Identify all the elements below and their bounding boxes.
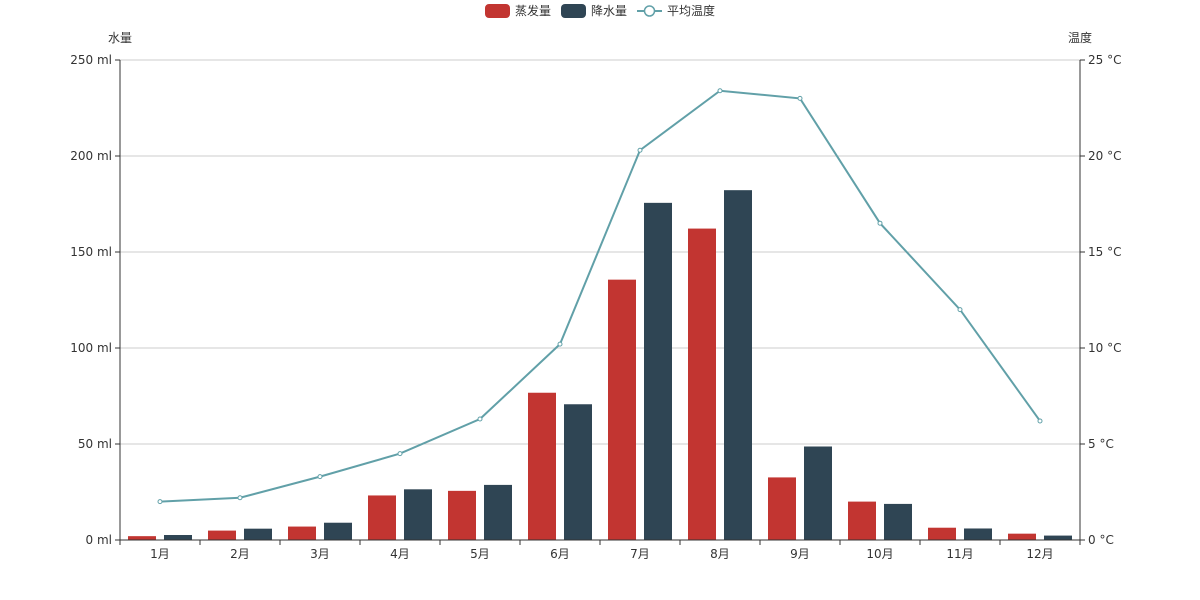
legend-label: 蒸发量 <box>515 3 551 18</box>
line-point[interactable] <box>317 474 323 480</box>
x-tick-label: 2月 <box>230 547 250 561</box>
line-point[interactable] <box>1037 418 1043 424</box>
line-series <box>157 88 1043 505</box>
x-tick-label: 11月 <box>946 547 973 561</box>
y-right-tick-label: 15 °C <box>1088 245 1121 259</box>
line-point[interactable] <box>957 307 963 313</box>
x-tick-label: 4月 <box>390 547 410 561</box>
bar[interactable] <box>768 477 796 540</box>
bar[interactable] <box>964 528 992 540</box>
bar[interactable] <box>848 501 876 540</box>
x-tick-label: 5月 <box>470 547 490 561</box>
legend-point-icon <box>643 5 656 17</box>
line-point[interactable] <box>397 451 403 457</box>
x-tick-label: 9月 <box>790 547 810 561</box>
bar[interactable] <box>128 536 156 540</box>
legend-item[interactable]: 降水量 <box>561 4 627 18</box>
line-point[interactable] <box>797 95 803 101</box>
bar[interactable] <box>804 446 832 540</box>
line-point[interactable] <box>637 147 643 153</box>
bar[interactable] <box>288 526 316 540</box>
y-right-axis-name: 温度 <box>1068 30 1092 45</box>
y-right-tick-label: 20 °C <box>1088 149 1121 163</box>
temperature-line <box>159 89 1041 503</box>
y-left-tick-label: 150 ml <box>70 245 112 259</box>
x-tick-label: 7月 <box>630 547 650 561</box>
y-left-tick-label: 250 ml <box>70 53 112 67</box>
bar[interactable] <box>528 392 556 540</box>
bar[interactable] <box>324 522 352 540</box>
y-left-tick-label: 50 ml <box>78 437 112 451</box>
bar[interactable] <box>608 279 636 540</box>
y-right-tick-label: 5 °C <box>1088 437 1114 451</box>
legend-item[interactable]: 平均温度 <box>637 3 715 18</box>
legend-swatch <box>561 4 586 18</box>
bar[interactable] <box>164 535 192 540</box>
bar[interactable] <box>368 495 396 540</box>
y-left-axis-name: 水量 <box>108 31 132 45</box>
bar[interactable] <box>884 503 912 540</box>
line-point[interactable] <box>717 88 723 94</box>
bar-series <box>128 190 1072 541</box>
line-point[interactable] <box>877 220 883 226</box>
bar[interactable] <box>564 404 592 540</box>
line-point[interactable] <box>557 341 563 347</box>
bar[interactable] <box>208 530 236 540</box>
legend[interactable]: 蒸发量 降水量 平均温度 <box>485 3 715 18</box>
y-right-tick-label: 25 °C <box>1088 53 1121 67</box>
y-right-tick-label: 0 °C <box>1088 533 1114 547</box>
bar[interactable] <box>724 190 752 540</box>
bar[interactable] <box>448 490 476 540</box>
legend-swatch <box>485 4 510 18</box>
line-point[interactable] <box>237 495 243 501</box>
bar[interactable] <box>1008 533 1036 540</box>
y-right-tick-label: 10 °C <box>1088 341 1121 355</box>
bar[interactable] <box>688 228 716 541</box>
legend-label: 平均温度 <box>667 3 715 18</box>
line-point[interactable] <box>157 499 163 505</box>
bar[interactable] <box>244 528 272 540</box>
grid-lines <box>120 59 1080 445</box>
x-tick-label: 8月 <box>710 547 730 561</box>
x-tick-label: 6月 <box>550 547 570 561</box>
axes: 0 ml 50 ml 100 ml 150 ml 200 ml 250 ml 0 °C 5 °… <box>70 53 1121 561</box>
y-left-tick-label: 200 ml <box>70 149 112 163</box>
legend-item[interactable]: 蒸发量 <box>485 3 551 18</box>
bar[interactable] <box>484 484 512 540</box>
bar[interactable] <box>644 202 672 540</box>
bar[interactable] <box>928 527 956 540</box>
x-tick-label: 3月 <box>310 547 330 561</box>
y-left-tick-label: 0 ml <box>86 533 112 547</box>
x-tick-label: 12月 <box>1026 547 1053 561</box>
legend-label: 降水量 <box>591 4 627 18</box>
x-tick-label: 1月 <box>150 547 170 561</box>
x-tick-label: 10月 <box>866 547 893 561</box>
y-left-tick-label: 100 ml <box>70 341 112 355</box>
bar[interactable] <box>404 489 432 540</box>
line-point[interactable] <box>477 416 483 422</box>
bar[interactable] <box>1044 535 1072 540</box>
